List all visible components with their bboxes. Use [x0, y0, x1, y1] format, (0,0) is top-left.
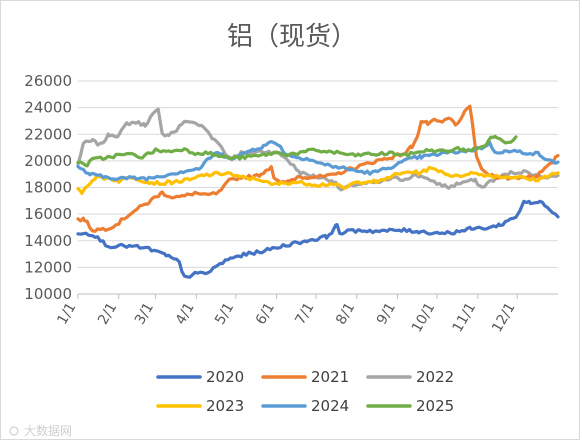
x-tick-label: 7/1: [292, 300, 317, 328]
legend-label-2022: 2022: [416, 368, 454, 386]
y-tick-label: 16000: [24, 205, 72, 223]
y-tick-label: 24000: [24, 99, 72, 117]
legend-label-2024: 2024: [311, 397, 349, 415]
x-tick-label: 3/1: [132, 300, 157, 328]
x-tick-label: 5/1: [212, 300, 237, 328]
watermark: 大数据网: [9, 423, 72, 438]
x-tick-label: 8/1: [333, 300, 358, 328]
legend-label-2021: 2021: [311, 368, 349, 386]
watermark-text: 大数据网: [24, 423, 72, 438]
legend-label-2020: 2020: [206, 368, 244, 386]
x-tick-label: 1/1: [54, 300, 79, 328]
series-line-2022: [76, 107, 560, 192]
axes: 10000 12000 14000 16000 18000 20000 22000 24000…: [24, 72, 558, 335]
x-tick-label: 12/1: [489, 300, 519, 335]
y-tick-label: 26000: [24, 72, 72, 90]
x-tick-label: 9/1: [374, 300, 399, 328]
legend-label-2025: 2025: [416, 397, 454, 415]
x-tick-label: 11/1: [450, 300, 480, 335]
series-line-2025: [76, 134, 518, 168]
y-tick-label: 10000: [24, 285, 72, 303]
x-tick-label: 10/1: [409, 300, 439, 335]
y-tick-label: 12000: [24, 258, 72, 276]
series-lines: [76, 104, 560, 279]
x-tick-label: 2/1: [95, 300, 120, 328]
chart-title: 铝（现货）: [227, 22, 357, 52]
x-tick-label: 4/1: [173, 300, 198, 328]
y-tick-label: 20000: [24, 152, 72, 170]
y-tick-label: 18000: [24, 179, 72, 197]
watermark-logo-icon: [9, 426, 19, 436]
legend-label-2023: 2023: [206, 397, 244, 415]
y-tick-label: 22000: [24, 125, 72, 143]
x-tick-label: 6/1: [253, 300, 278, 328]
series-line-2023: [76, 165, 560, 196]
y-tick-label: 14000: [24, 232, 72, 250]
series-line-2020: [76, 199, 560, 279]
legend: 2020 2021 2022 2023 2024 2025: [156, 368, 454, 415]
series-line-2021: [76, 104, 560, 233]
